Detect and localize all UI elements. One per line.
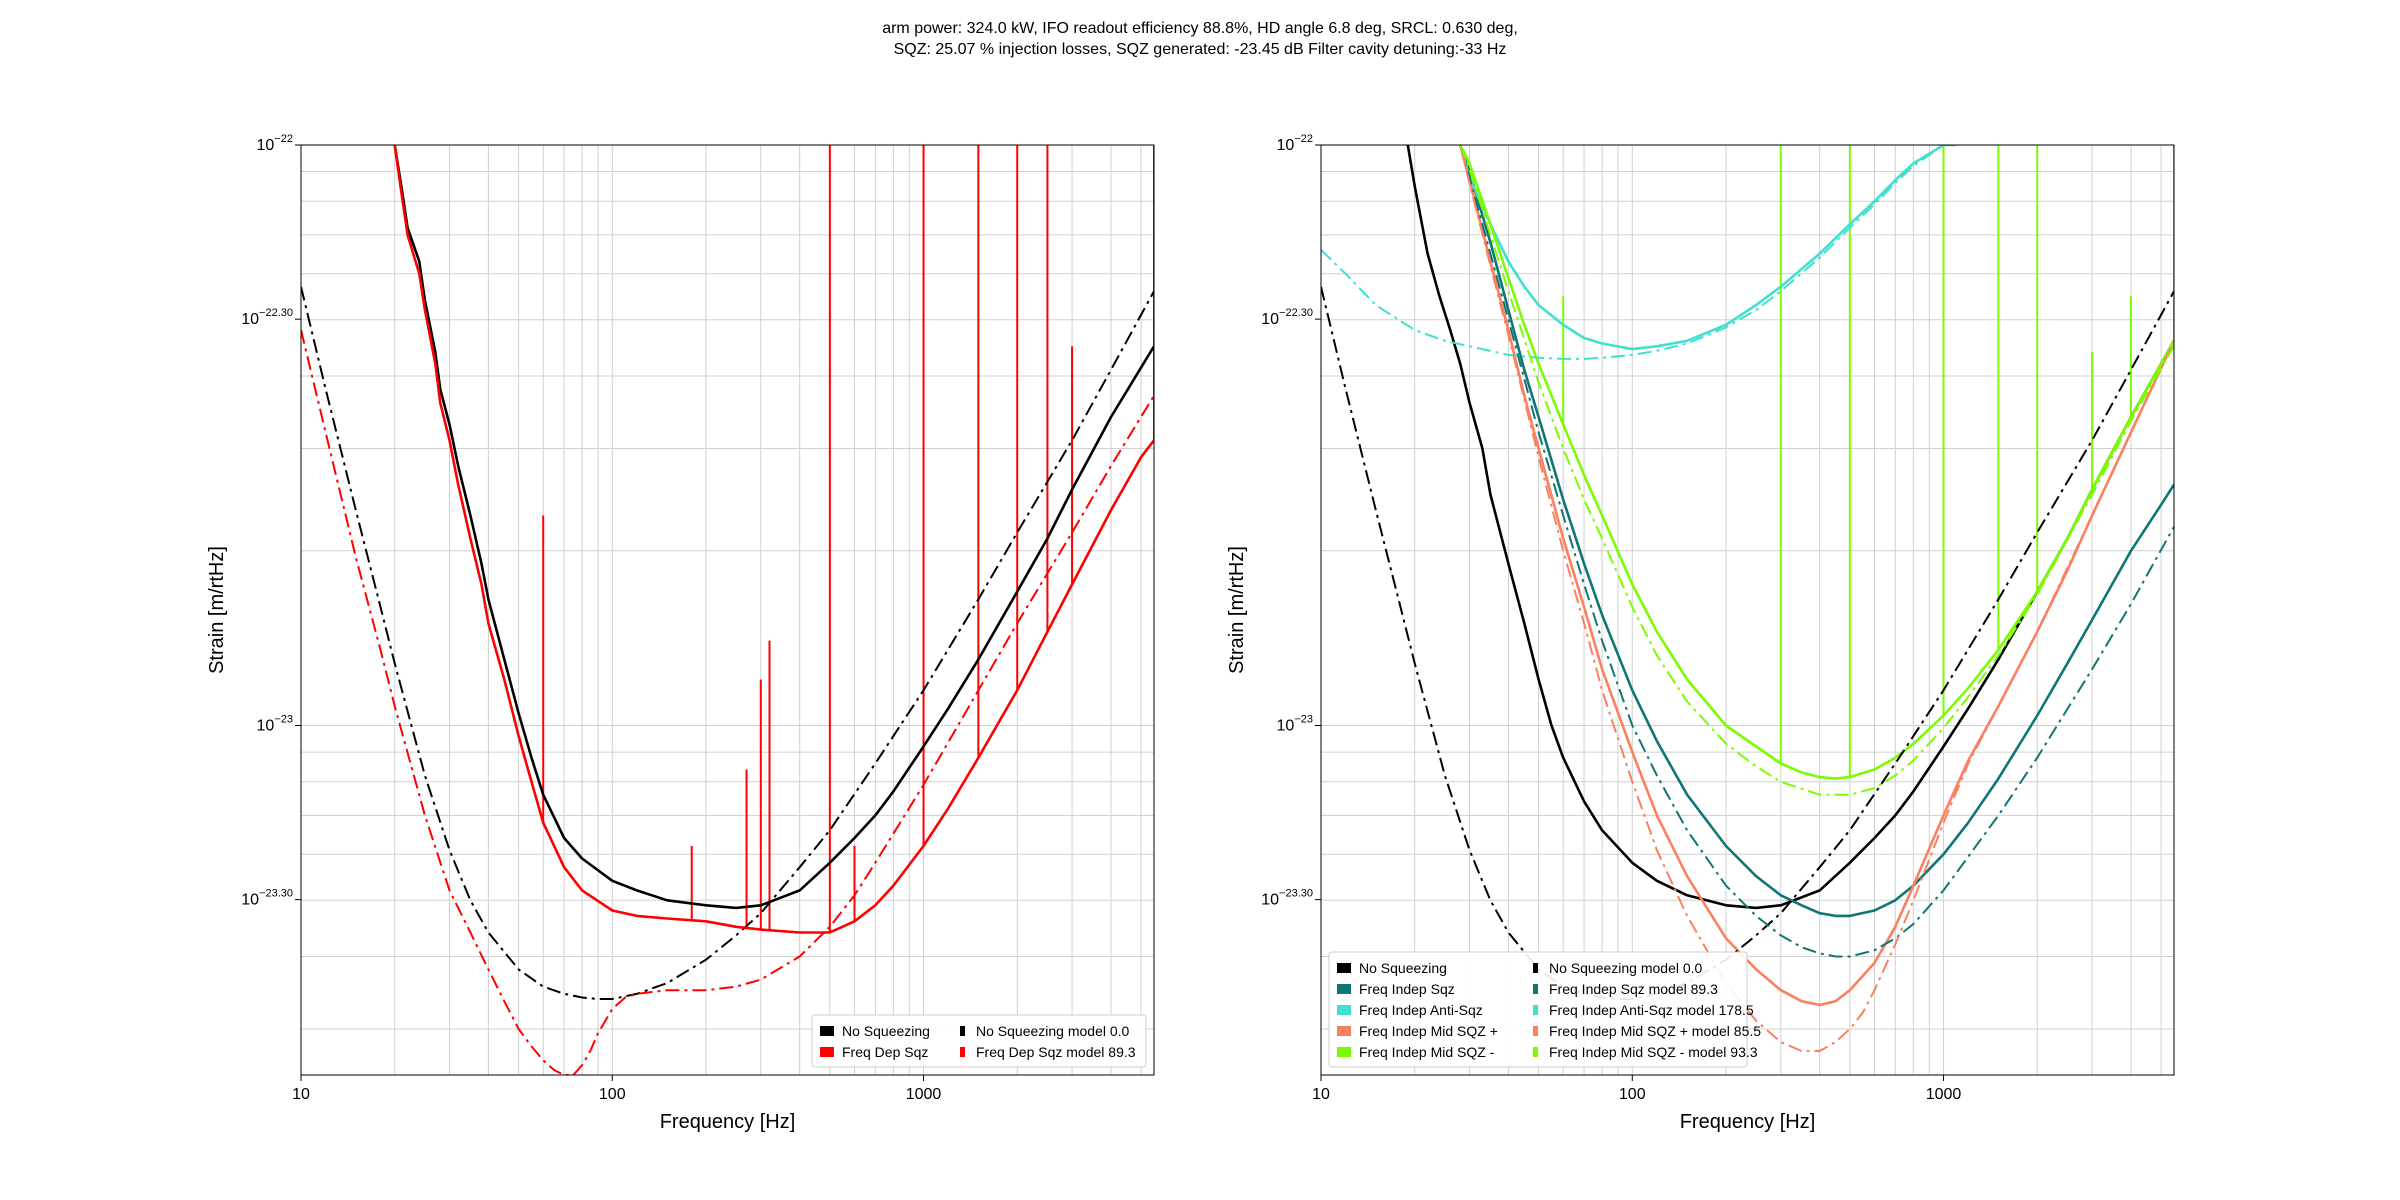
legend-entry-freq-indep-anti-sqz: Freq Indep Anti-Sqz [1359,1002,1483,1018]
legend-swatch [960,1026,965,1036]
series-line-freq-dep-sqz-model-89-3 [301,329,1154,1075]
plot-frame [300,144,1155,1076]
series-line-no-squeezing-model-0-0 [301,286,1154,1000]
legend-swatch [960,1047,965,1057]
legend-entry-freq-dep-sqz-model-89-3: Freq Dep Sqz model 89.3 [976,1044,1136,1060]
legend-entry-freq-indep-mid-sqz-model-85-5: Freq Indep Mid SQZ + model 85.5 [1549,1023,1761,1039]
legend-entry-no-squeezing-model-0-0: No Squeezing model 0.0 [976,1023,1130,1039]
legend-entry-no-squeezing-model-0-0: No Squeezing model 0.0 [1549,960,1703,976]
series-group [1321,145,2174,1052]
series-line-no-squeezing [1406,145,2174,910]
grid [1321,144,2174,1075]
y-tick-label: 10−23.30 [241,888,293,909]
legend-entry-freq-indep-mid-sqz-model-93-3: Freq Indep Mid SQZ - model 93.3 [1549,1044,1758,1060]
figure-title-line-2: SQZ: 25.07 % injection losses, SQZ gener… [893,41,1507,58]
series-line-no-squeezing [393,145,1154,910]
legend-swatch [1533,963,1538,973]
x-axis-label: Frequency [Hz] [1680,1111,1816,1133]
x-tick-label: 10 [292,1086,310,1103]
legend: No Squeezing Freq Dep Sqz No Squeezing mod… [811,1014,1147,1068]
y-tick-label: 10−23 [1277,714,1313,735]
figure-title: arm power: 324.0 kW, IFO readout efficie… [0,18,2400,60]
legend-entry-no-squeezing: No Squeezing [1359,960,1447,976]
legend-swatch [1533,984,1538,994]
y-axis-label: Strain [m/rtHz] [206,546,228,674]
y-tick-label: 10−22.30 [1261,307,1313,328]
x-tick-label: 100 [1619,1086,1646,1103]
y-tick-label: 10−22.30 [241,307,293,328]
x-axis-label: Frequency [Hz] [660,1111,796,1133]
legend-swatch [1533,1047,1538,1057]
y-tick-label: 10−23 [257,714,293,735]
legend-entry-freq-indep-sqz: Freq Indep Sqz [1359,981,1455,997]
series-group [301,145,1154,1075]
legend-swatch [1533,1026,1538,1036]
grid [301,144,1154,1075]
series-line-freq-dep-sqz [393,145,1154,934]
series-line-no-squeezing-model-0-0 [1321,286,2174,1000]
series-line-freq-indep-anti-sqz [1458,145,1957,351]
legend-swatch [1337,963,1351,973]
y-tick-label: 10−23.30 [1261,888,1313,909]
legend-swatch [1533,1005,1538,1015]
legend-swatch [1337,1005,1351,1015]
legend-swatch [1337,1026,1351,1036]
legend-entry-freq-indep-mid-sqz: Freq Indep Mid SQZ - [1359,1044,1495,1060]
left-chart-panel: 10 100 1000 10−22 10−22.30 10−23 10−23.30 Frequ… [206,133,1155,1133]
legend: No Squeezing Freq Indep Sqz Freq Indep Ant… [1328,951,1761,1068]
series-line-freq-indep-sqz [1458,145,2174,918]
x-tick-label: 100 [599,1086,626,1103]
x-tick-label: 1000 [906,1086,942,1103]
series-line-freq-indep-mid-sqz-model-85-5 [1459,145,2174,1052]
legend-swatch [820,1026,834,1036]
series-line-freq-indep-anti-sqz-model-178-5 [1321,145,1951,360]
series-line-freq-indep-mid-sqz-model-93-3 [1459,145,2174,796]
x-tick-label: 1000 [1926,1086,1962,1103]
legend-swatch [820,1047,834,1057]
plot-frame [1320,144,2175,1076]
series-line-freq-indep-mid-sqz [1459,145,2174,780]
y-tick-label: 10−22 [1277,133,1313,154]
figure-title-line-1: arm power: 324.0 kW, IFO readout efficie… [882,20,1518,37]
right-chart-panel: 10 100 1000 10−22 10−22.30 10−23 10−23.30 Frequ… [1226,133,2175,1133]
y-axis-label: Strain [m/rtHz] [1226,546,1248,674]
legend-box [811,1014,1147,1068]
legend-swatch [1337,1047,1351,1057]
series-line-freq-indep-sqz-model-89-3 [1459,145,2174,958]
x-tick-label: 10 [1312,1086,1330,1103]
legend-entry-freq-indep-sqz-model-89-3: Freq Indep Sqz model 89.3 [1549,981,1718,997]
legend-swatch [1337,984,1351,994]
legend-entry-freq-indep-mid-sqz: Freq Indep Mid SQZ + [1359,1023,1498,1039]
y-tick-label: 10−22 [257,133,293,154]
legend-entry-freq-dep-sqz: Freq Dep Sqz [842,1044,928,1060]
legend-entry-freq-indep-anti-sqz-model-178-5: Freq Indep Anti-Sqz model 178.5 [1549,1002,1754,1018]
legend-entry-no-squeezing: No Squeezing [842,1023,930,1039]
